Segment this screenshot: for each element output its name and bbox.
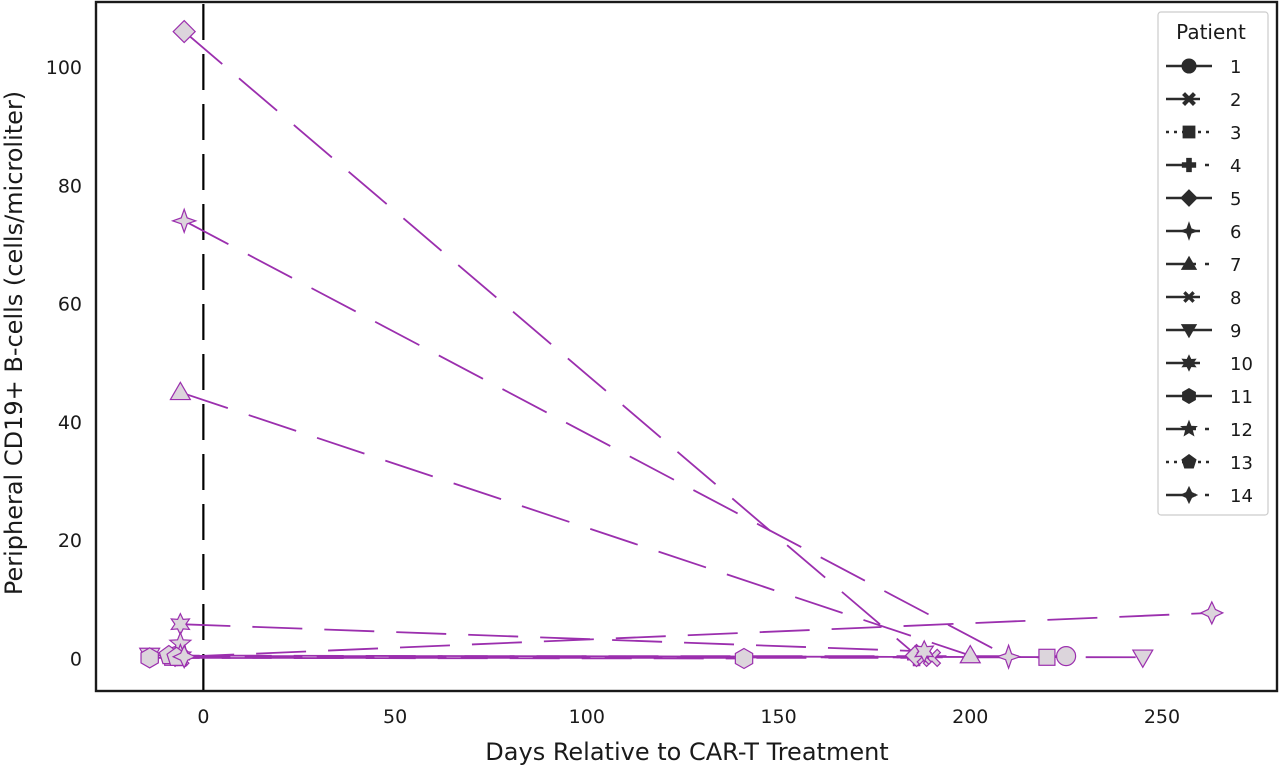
legend-marker-swatch xyxy=(1179,485,1199,505)
y-tick-label: 0 xyxy=(70,648,82,670)
legend-marker-swatch xyxy=(1182,92,1196,106)
legend-marker-swatch xyxy=(1181,454,1197,469)
legend-item: 3 xyxy=(1166,123,1241,144)
legend-marker-swatch xyxy=(1180,324,1198,339)
legend-title: Patient xyxy=(1176,20,1246,44)
x-tick-label: 0 xyxy=(197,706,209,728)
legend-label: 8 xyxy=(1230,288,1241,309)
series-line xyxy=(183,220,1010,658)
x-axis-label: Days Relative to CAR-T Treatment xyxy=(485,738,888,766)
legend-label: 7 xyxy=(1230,255,1241,276)
legend-item: 1 xyxy=(1166,57,1241,78)
x-tick-label: 250 xyxy=(1144,706,1180,728)
y-axis-label: Peripheral CD19+ B-cells (cells/microlit… xyxy=(0,91,28,595)
data-point xyxy=(170,207,198,235)
data-point xyxy=(140,647,159,669)
y-tick-label: 20 xyxy=(58,530,82,552)
legend-label: 5 xyxy=(1230,189,1241,210)
legend-item: 8 xyxy=(1166,288,1241,309)
legend-item: 13 xyxy=(1166,453,1253,474)
legend-label: 6 xyxy=(1230,222,1241,243)
y-tick-label: 100 xyxy=(46,57,82,79)
data-point xyxy=(171,644,197,670)
legend-label: 2 xyxy=(1230,90,1241,111)
series-line xyxy=(149,657,745,660)
series-line xyxy=(183,30,918,657)
legend-item: 7 xyxy=(1166,255,1241,276)
legend-item: 2 xyxy=(1166,90,1241,111)
y-tick-label: 40 xyxy=(58,412,82,434)
legend-label: 4 xyxy=(1230,156,1241,177)
legend-label: 10 xyxy=(1230,354,1253,375)
legend-label: 1 xyxy=(1230,57,1241,78)
data-point xyxy=(913,639,935,664)
y-axis-ticks: 0 20 40 60 80 100 xyxy=(46,57,82,670)
legend-label: 9 xyxy=(1230,321,1241,342)
legend-label: 13 xyxy=(1230,453,1253,474)
data-point xyxy=(734,647,754,670)
legend-label: 11 xyxy=(1230,387,1253,408)
legend-label: 14 xyxy=(1230,486,1253,507)
series-line xyxy=(180,623,925,653)
legend-marker-swatch xyxy=(1182,125,1196,139)
legend-item: 9 xyxy=(1166,321,1241,342)
legend-item: 11 xyxy=(1166,387,1253,408)
legend-item: 6 xyxy=(1166,221,1241,243)
x-axis-ticks: 0 50 100 150 200 250 xyxy=(197,706,1180,728)
x-tick-label: 200 xyxy=(952,706,988,728)
legend-label: 12 xyxy=(1230,420,1253,441)
data-point xyxy=(1131,649,1154,669)
x-tick-label: 50 xyxy=(383,706,407,728)
legend-marker-swatch xyxy=(1179,221,1199,241)
legend-marker-swatch xyxy=(1181,58,1197,74)
series-line xyxy=(180,391,971,657)
x-tick-label: 100 xyxy=(569,706,605,728)
legend-marker-swatch xyxy=(1181,157,1197,173)
data-point xyxy=(1056,646,1077,667)
series-lines xyxy=(149,30,1212,660)
legend-item: 12 xyxy=(1166,419,1253,441)
legend-item: 4 xyxy=(1166,156,1241,177)
series-markers xyxy=(138,19,1225,671)
legend-marker-swatch xyxy=(1180,419,1198,437)
legend-label: 3 xyxy=(1230,123,1241,144)
legend-marker-swatch xyxy=(1180,255,1198,270)
legend-marker-swatch xyxy=(1180,189,1198,207)
data-point xyxy=(1199,600,1225,626)
legend-item: 10 xyxy=(1166,354,1253,375)
data-point xyxy=(1038,648,1056,666)
y-tick-label: 80 xyxy=(58,175,82,197)
data-point xyxy=(995,643,1022,671)
legend-marker-swatch xyxy=(1183,291,1195,303)
legend-item: 14 xyxy=(1166,485,1253,507)
legend-item: 5 xyxy=(1166,189,1241,210)
plot-frame xyxy=(94,0,1279,693)
x-tick-label: 150 xyxy=(760,706,796,728)
data-point xyxy=(169,381,192,401)
legend-marker-swatch xyxy=(1182,388,1196,404)
series-line xyxy=(184,612,1212,658)
legend-marker-swatch xyxy=(1181,354,1197,372)
data-point xyxy=(172,19,197,44)
y-tick-label: 60 xyxy=(58,294,82,316)
data-point xyxy=(959,644,982,664)
